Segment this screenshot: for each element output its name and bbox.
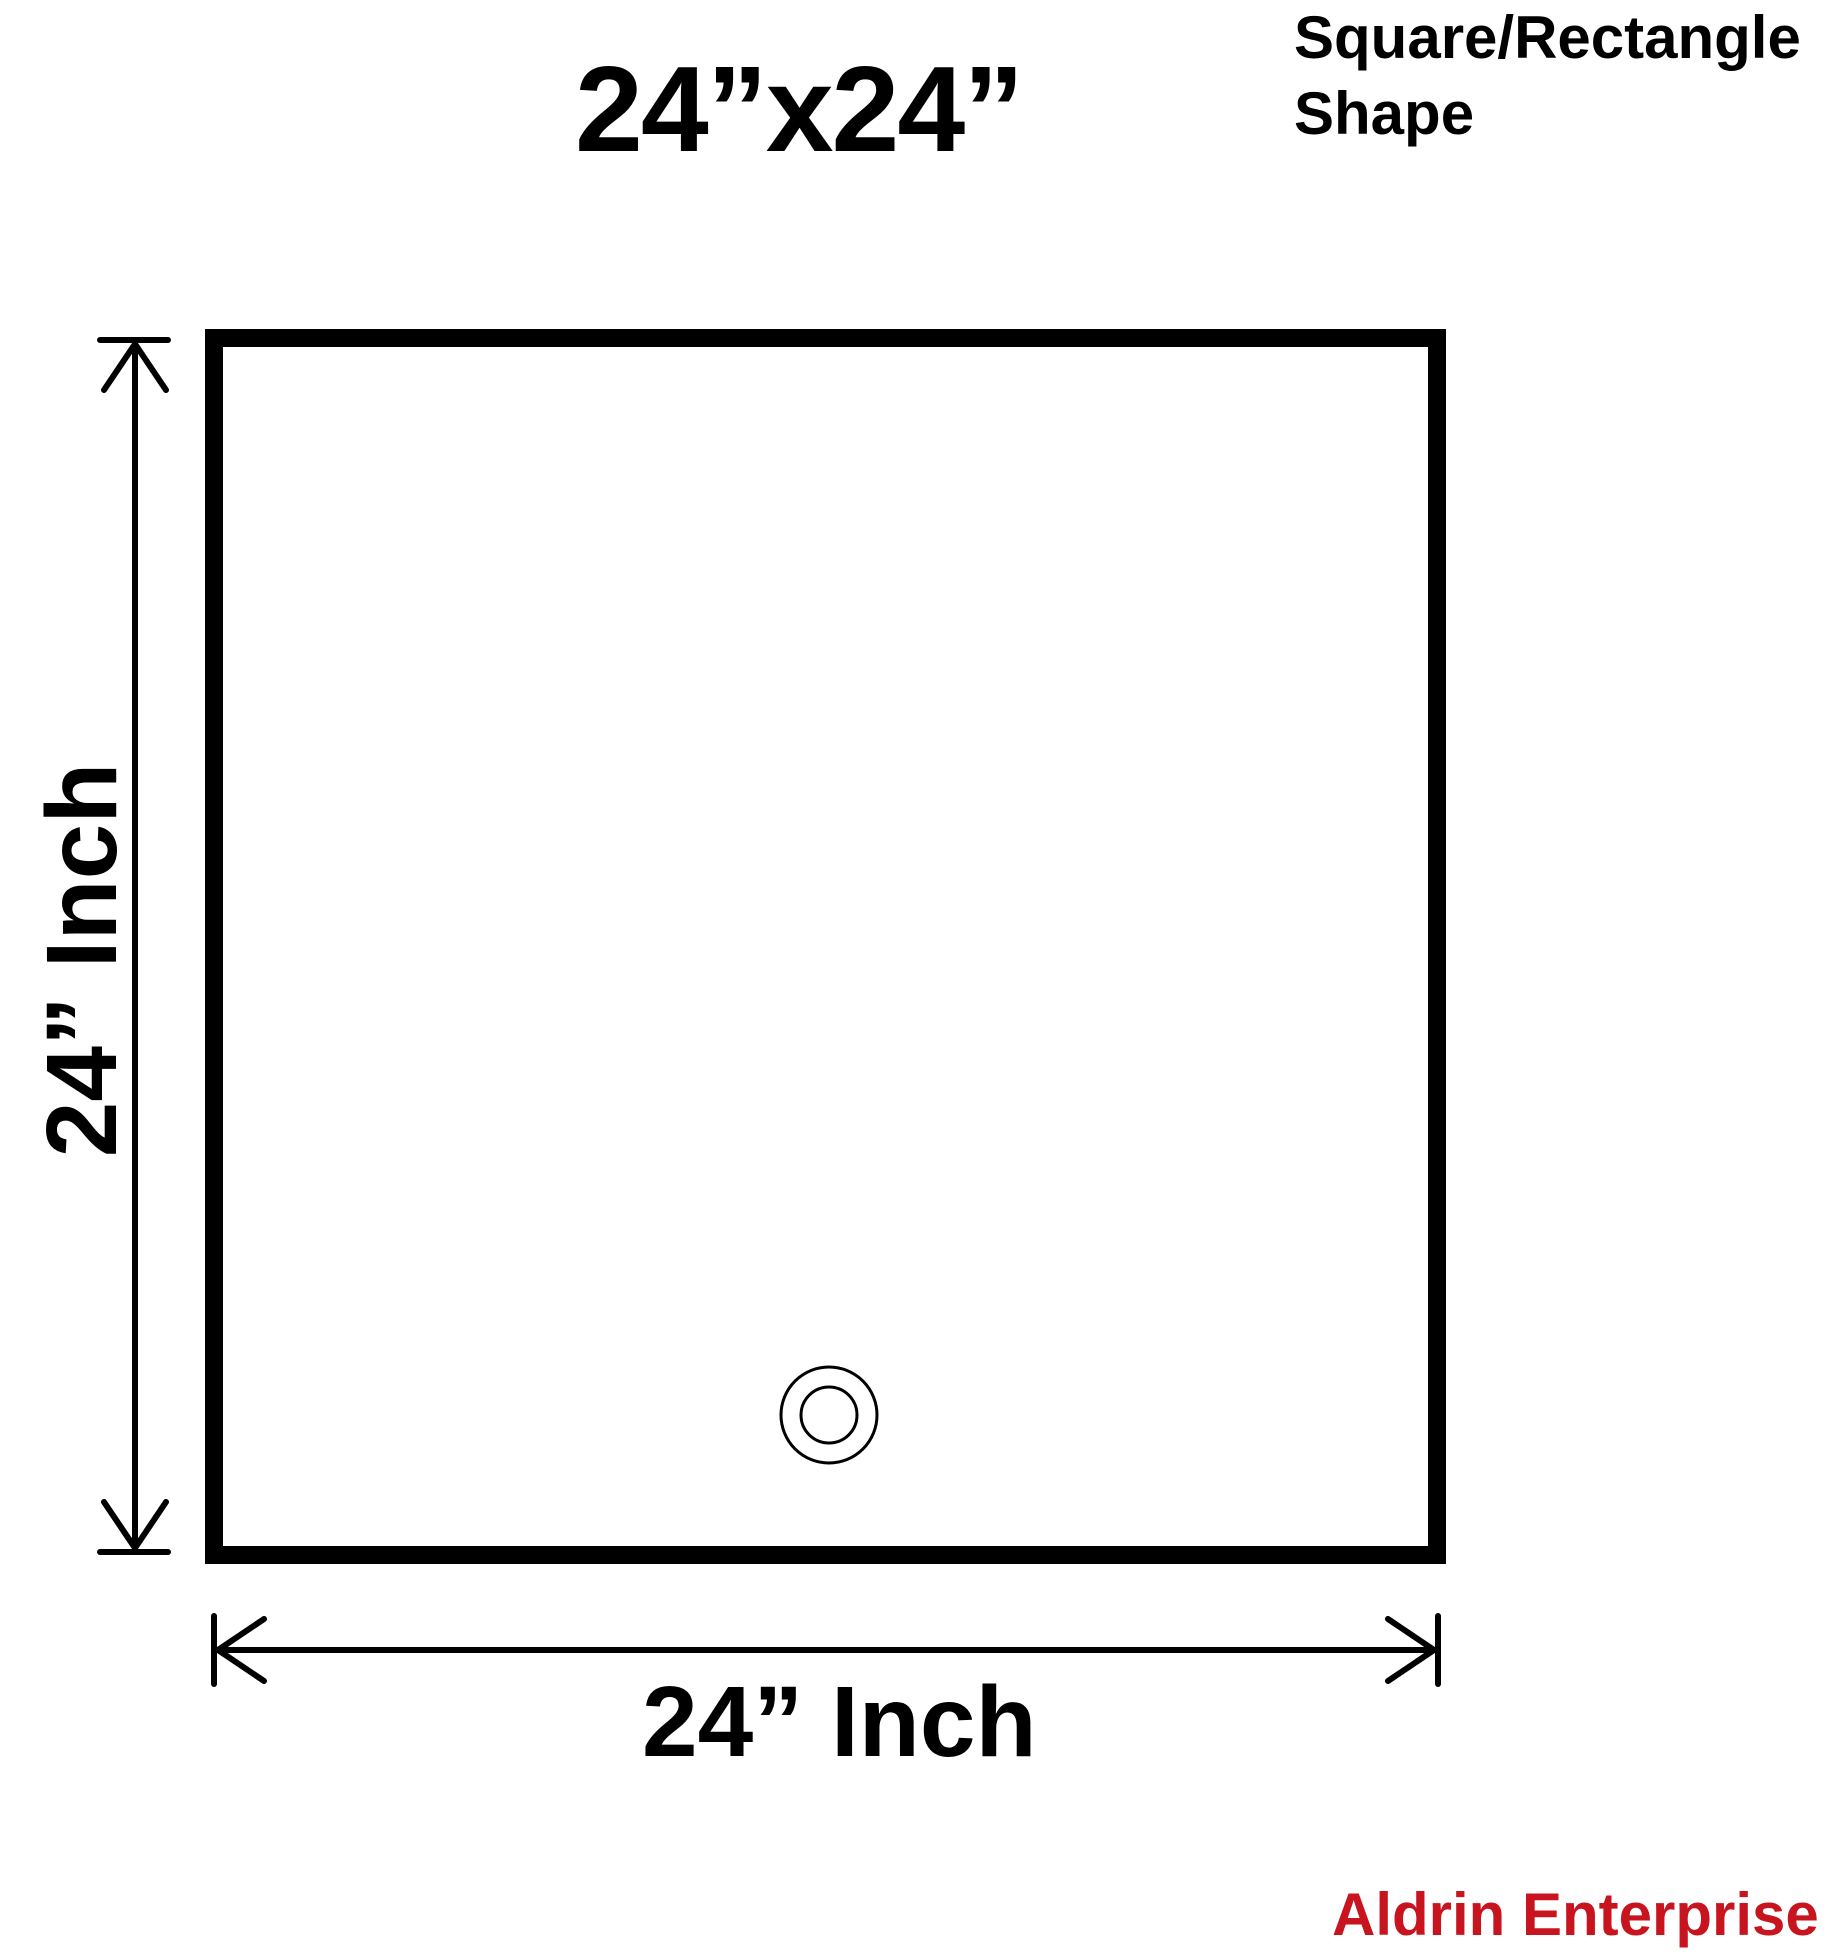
shape-note-line-1: Square/Rectangle: [1294, 4, 1801, 71]
double-arrow-horizontal-icon: [211, 1613, 1441, 1687]
shape-note-line-2: Shape: [1294, 80, 1475, 147]
square-panel: [205, 329, 1446, 1564]
brand-name: Aldrin Enterprise: [1332, 1881, 1819, 1948]
double-arrow-vertical-icon: [97, 337, 171, 1555]
width-dimension-label: 24” Inch: [642, 1666, 1037, 1778]
shape-note: Square/Rectangle Shape: [1294, 0, 1801, 152]
size-title: 24”x24”: [575, 41, 1024, 177]
height-dimension-label: 24” Inch: [26, 762, 138, 1158]
grommet-ring-icon: [779, 1365, 879, 1465]
